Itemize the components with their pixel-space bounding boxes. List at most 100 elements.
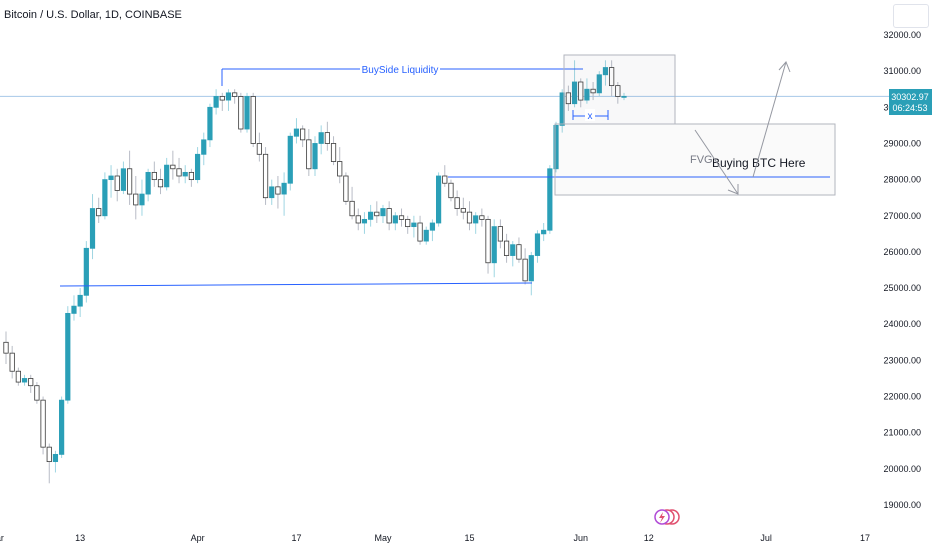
candle-up [380, 208, 386, 217]
candle-down [238, 96, 244, 130]
candle-down [565, 92, 571, 105]
candle-down [250, 96, 256, 144]
candle-up [71, 305, 77, 314]
buying-btc-label: Buying BTC Here [712, 156, 806, 170]
candle-down [275, 186, 281, 195]
candle-down [590, 88, 596, 94]
candle-down [516, 244, 522, 260]
x-tick-label: Apr [191, 533, 205, 543]
y-tick-label: 28000.00 [883, 175, 921, 185]
candle-down [324, 132, 330, 144]
candle-down [398, 215, 405, 220]
candle-up [602, 67, 609, 76]
candle-up [77, 294, 83, 307]
candle-down [417, 222, 423, 242]
candle-up [281, 182, 287, 195]
candle-down [127, 168, 133, 195]
candle-down [306, 139, 312, 170]
candle-down [466, 211, 473, 224]
range-box [563, 54, 676, 125]
candle-up [553, 124, 559, 170]
candle-up [473, 215, 479, 224]
candle-down [176, 168, 182, 177]
candle-up [528, 255, 534, 282]
candle-up [145, 171, 151, 195]
candle-down [15, 370, 21, 383]
events-icon[interactable] [654, 509, 680, 525]
y-tick-label: 19000.00 [883, 500, 921, 510]
candle-up [435, 175, 442, 224]
candle-down [615, 85, 621, 97]
y-tick-label: 27000.00 [883, 211, 921, 221]
candle-down [133, 193, 139, 206]
candle-down [337, 161, 343, 177]
candle-up [225, 92, 232, 101]
candle-up [108, 175, 114, 181]
candle-up [120, 168, 127, 191]
price-tag-box [889, 89, 932, 115]
x-tick-label: Jul [760, 533, 772, 543]
candle-up [361, 218, 368, 224]
x-tick-label: 12 [644, 533, 654, 543]
candle-up [584, 88, 590, 101]
candle-down [460, 208, 466, 213]
candle-down [262, 153, 269, 199]
candle-up [213, 96, 219, 108]
candle-down [479, 215, 485, 220]
x-tick-label: ar [0, 533, 4, 543]
candle-up [392, 215, 398, 224]
candle-up [534, 233, 541, 256]
candle-down [46, 446, 52, 463]
candle-down [386, 208, 392, 224]
candle-down [349, 200, 355, 217]
candle-up [547, 168, 553, 231]
y-tick-label: 32000.00 [883, 30, 921, 40]
fvg-box [554, 123, 836, 196]
y-tick-label: 31000.00 [883, 66, 921, 76]
countdown-label: 06:24:53 [892, 103, 927, 113]
candles-group [3, 60, 627, 484]
y-tick-label: 22000.00 [883, 392, 921, 402]
price-tag: 30302.97 06:24:53 [889, 89, 932, 115]
candle-down [485, 218, 491, 264]
x-tick-label: 17 [291, 533, 301, 543]
candle-down [374, 211, 380, 217]
time-axis[interactable]: ar13Apr17May15Jun12Jul17Aug14 [0, 533, 932, 543]
candle-up [510, 244, 516, 256]
candle-down [343, 175, 349, 202]
x-tick-label: 15 [464, 533, 474, 543]
projection-down-path [694, 129, 739, 195]
candle-down [3, 341, 9, 354]
y-tick-label: 25000.00 [883, 283, 921, 293]
candle-down [355, 215, 361, 224]
candle-down [34, 385, 40, 401]
candle-up [89, 208, 96, 249]
candle-up [429, 222, 436, 231]
x-tick-label: 17 [860, 533, 870, 543]
projection-down-arrowhead [727, 184, 739, 195]
candle-up [411, 222, 417, 228]
candle-up [21, 378, 28, 383]
projection-up-path [752, 61, 787, 178]
candle-up [312, 143, 318, 170]
y-tick-label: 29000.00 [883, 138, 921, 148]
candle-down [151, 171, 157, 181]
candle-down [9, 352, 15, 372]
candle-up [541, 229, 547, 235]
candle-up [318, 132, 324, 144]
candle-up [65, 312, 71, 401]
candle-up [244, 96, 250, 130]
candle-down [219, 96, 225, 101]
candle-down [442, 175, 448, 184]
candle-up [287, 135, 293, 184]
buyside-label-bg [360, 62, 440, 76]
candle-down [96, 208, 102, 217]
annotations: BuySide Liquidity x FVG Buying BTC Here [59, 54, 836, 287]
settings-button[interactable] [893, 4, 929, 28]
candle-down [170, 164, 176, 170]
candle-up [139, 193, 145, 206]
candle-up [596, 74, 602, 94]
candle-up [207, 106, 213, 141]
candle-down [40, 399, 46, 448]
